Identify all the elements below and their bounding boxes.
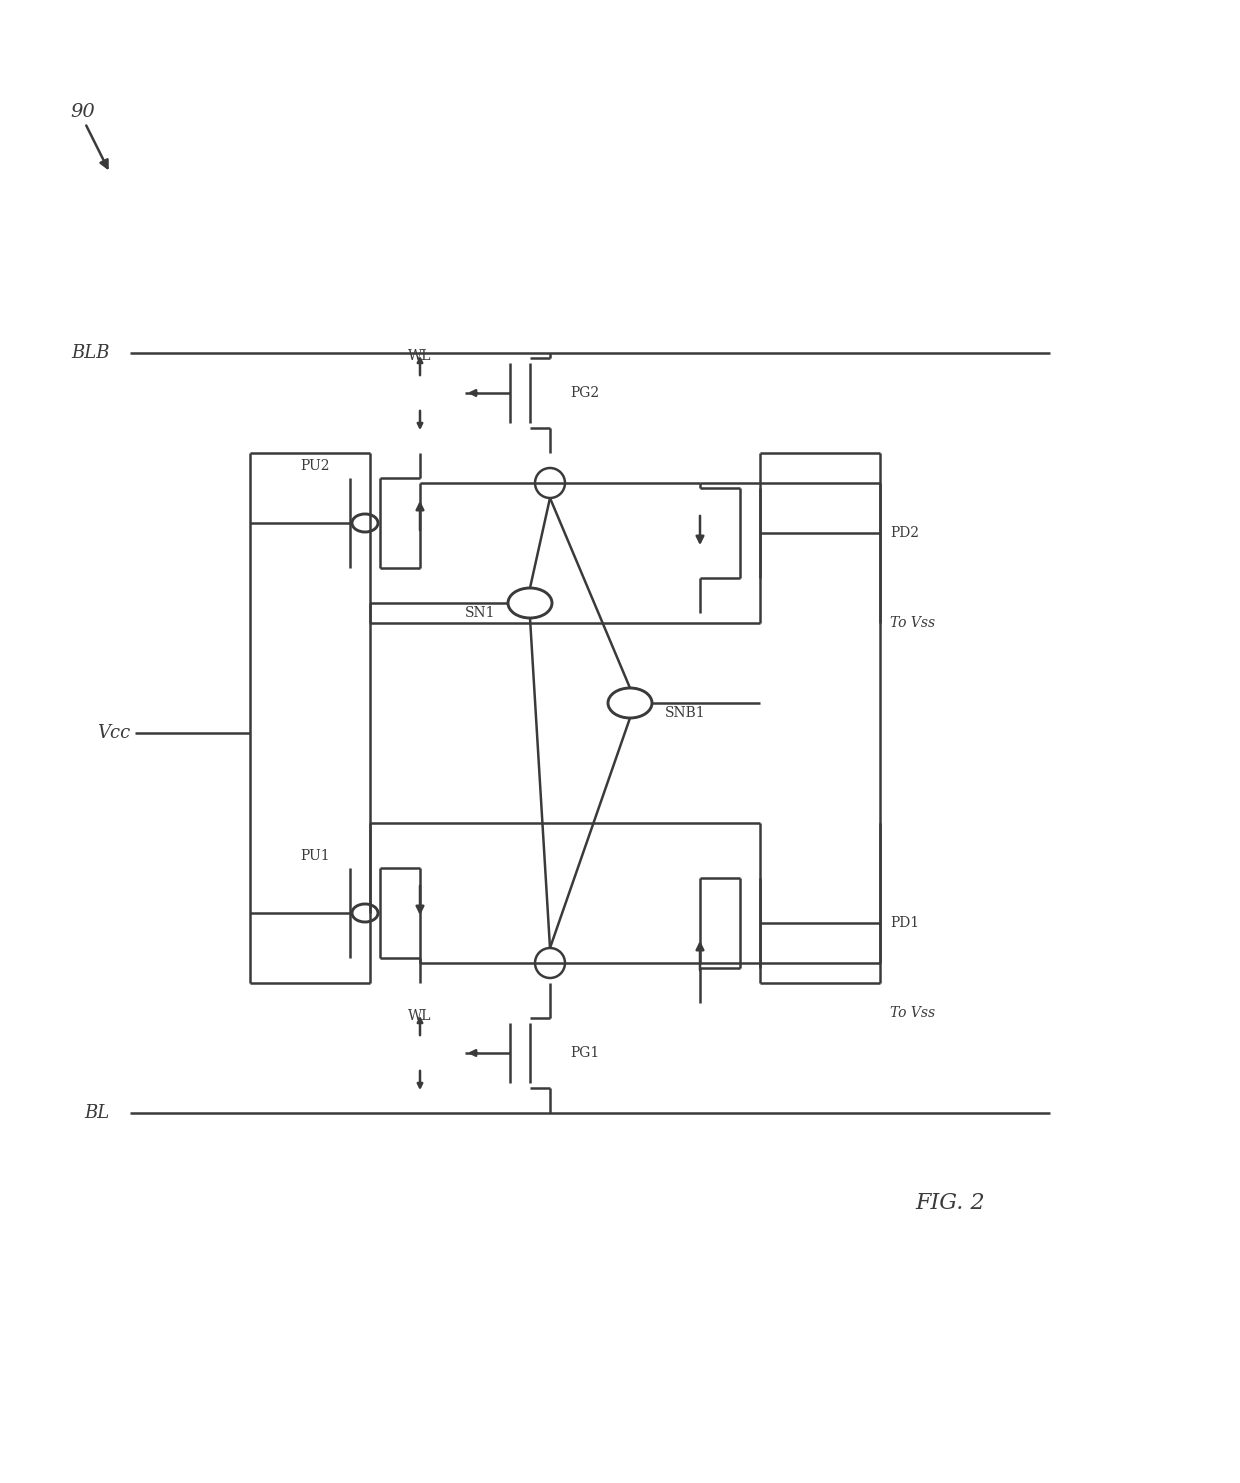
Text: To Vss: To Vss [890,615,935,630]
Text: WL: WL [408,1008,432,1023]
Text: 90: 90 [69,102,94,122]
Text: PD2: PD2 [890,526,919,540]
Text: WL: WL [408,349,432,363]
Text: SNB1: SNB1 [665,706,706,721]
Text: PU2: PU2 [300,460,330,473]
Text: Vcc: Vcc [97,724,130,742]
Text: PG1: PG1 [570,1046,599,1060]
Text: PU1: PU1 [300,848,330,863]
Text: FIG. 2: FIG. 2 [915,1192,985,1215]
Text: PD1: PD1 [890,916,919,930]
Text: To Vss: To Vss [890,1005,935,1020]
Text: PG2: PG2 [570,386,599,400]
Text: BLB: BLB [72,344,110,362]
Text: BL: BL [84,1103,110,1123]
Text: SN1: SN1 [465,607,495,620]
